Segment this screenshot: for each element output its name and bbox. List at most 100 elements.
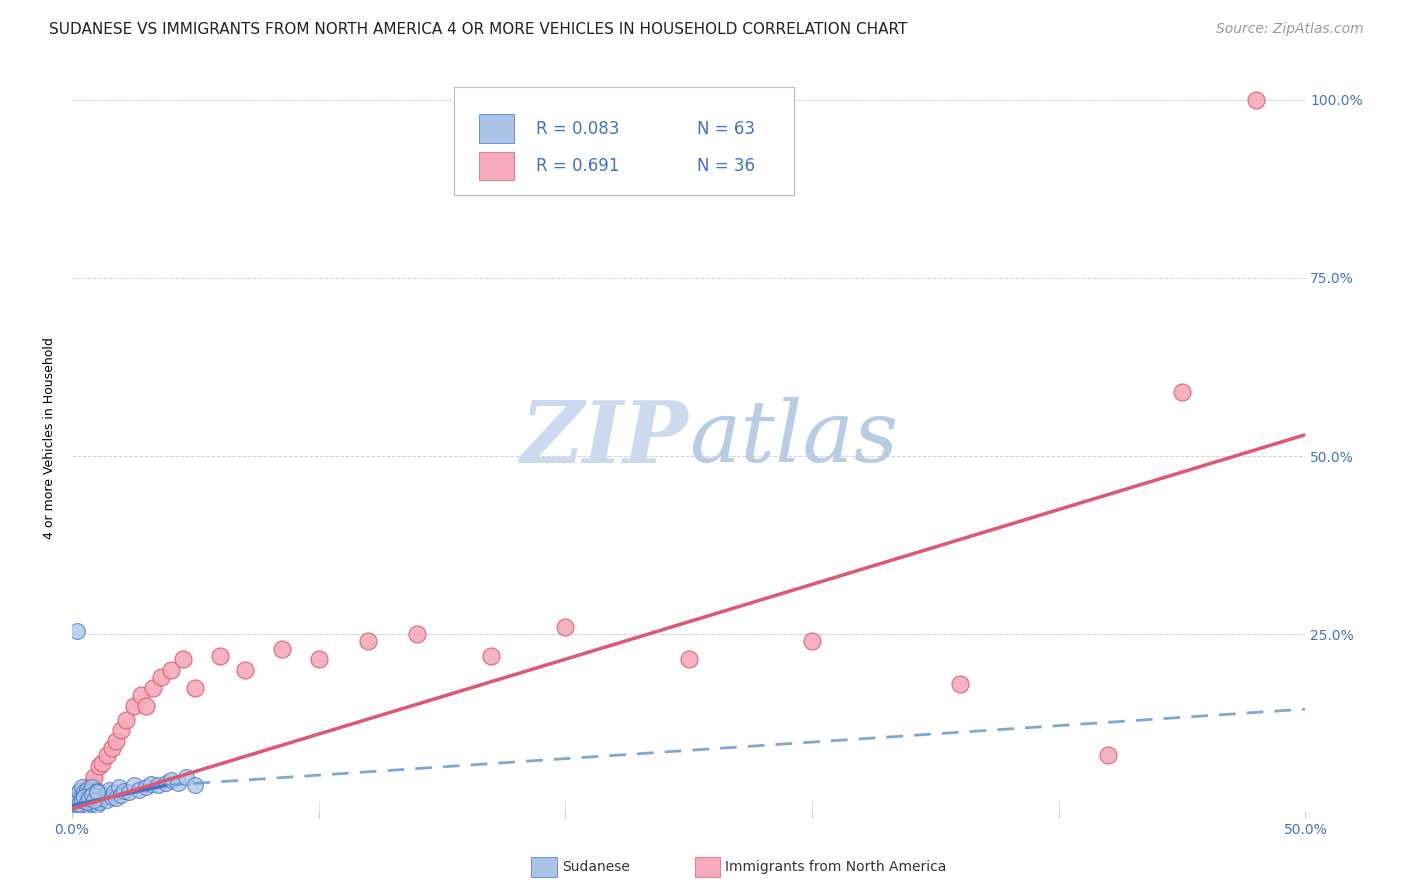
Point [155,775,177,789]
Point [233,663,256,677]
Point [149,670,172,684]
Point [86,784,108,798]
Point [100,789,122,804]
Point [86,785,108,799]
Point [270,641,292,656]
Point [73,784,96,798]
Point [76,795,98,809]
Point [69,784,91,798]
Point [66,791,89,805]
Point [73,785,96,799]
Point [135,780,157,795]
Point [80,777,103,791]
Point [86,798,108,813]
Point [554,620,576,634]
Text: Sudanese: Sudanese [562,860,630,874]
Point [66,788,89,802]
Point [174,770,197,784]
Point [89,759,111,773]
Point [159,773,181,788]
Point [103,785,125,799]
Point [69,797,91,811]
Point [139,777,162,791]
Point [406,627,429,641]
Point [76,798,98,813]
Text: Immigrants from North America: Immigrants from North America [725,860,946,874]
Point [481,648,503,663]
Point [79,799,101,814]
Point [73,799,96,814]
Point [184,778,207,792]
Point [357,634,380,648]
Point [66,802,89,816]
Point [83,788,105,802]
Point [70,797,93,811]
Point [69,788,91,802]
Point [69,796,91,810]
Point [96,792,118,806]
Point [79,792,101,806]
Text: Source: ZipAtlas.com: Source: ZipAtlas.com [1216,22,1364,37]
Point [70,789,93,804]
Point [70,792,93,806]
Point [89,785,111,799]
Point [98,782,121,797]
Point [70,780,93,795]
Point [159,663,181,677]
Point [90,756,112,770]
Text: atlas: atlas [689,397,898,480]
Point [90,791,112,805]
Point [172,652,194,666]
Bar [479,114,515,143]
Point [122,778,145,792]
Point [118,785,141,799]
Point [135,698,157,713]
Point [63,795,86,809]
Point [110,788,132,802]
Point [1097,748,1119,763]
Text: N = 63: N = 63 [697,120,755,137]
Point [80,788,103,802]
Point [96,748,118,763]
Point [83,796,105,810]
Point [69,791,91,805]
Point [66,798,89,813]
Text: R = 0.083: R = 0.083 [537,120,620,137]
Point [79,780,101,795]
Text: R = 0.691: R = 0.691 [537,157,620,175]
Point [949,677,972,691]
Text: N = 36: N = 36 [697,157,755,175]
Point [1171,384,1194,399]
Point [69,800,91,814]
Point [129,688,152,702]
Point [66,624,89,638]
Point [112,784,135,798]
Point [89,795,111,809]
Point [308,652,330,666]
Point [83,770,105,784]
Point [115,713,138,727]
Point [76,791,98,805]
Point [105,791,128,805]
Point [122,698,145,713]
Point [142,681,165,695]
Point [79,791,101,805]
Point [167,775,190,789]
Point [1244,93,1267,107]
Point [105,734,128,748]
Point [70,801,93,815]
Point [184,681,207,695]
Y-axis label: 4 or more Vehicles in Household: 4 or more Vehicles in Household [44,337,56,539]
Point [128,782,150,797]
Point [66,792,89,806]
FancyBboxPatch shape [454,87,793,195]
Text: SUDANESE VS IMMIGRANTS FROM NORTH AMERICA 4 OR MORE VEHICLES IN HOUSEHOLD CORREL: SUDANESE VS IMMIGRANTS FROM NORTH AMERIC… [49,22,908,37]
Point [76,782,98,797]
Point [93,788,115,802]
Point [70,792,93,806]
Point [80,797,103,811]
Point [80,789,103,804]
Point [100,741,122,756]
Point [79,785,101,799]
Point [63,789,86,804]
